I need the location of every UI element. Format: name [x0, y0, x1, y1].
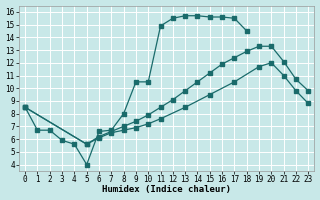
- X-axis label: Humidex (Indice chaleur): Humidex (Indice chaleur): [102, 185, 231, 194]
